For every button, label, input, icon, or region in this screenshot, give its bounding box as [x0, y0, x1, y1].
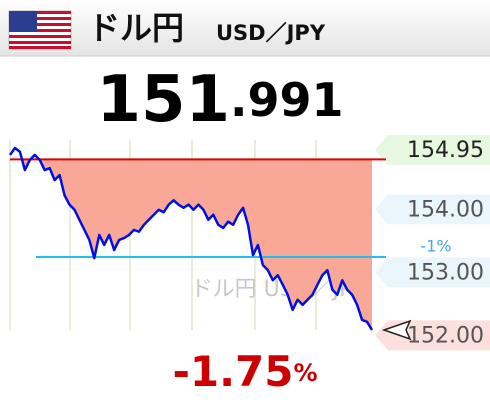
y-tick-label: 153.00: [407, 260, 484, 285]
change-value: -1.75: [172, 347, 293, 396]
y-tick-label: 154.00: [407, 197, 484, 222]
price: 151.991: [96, 63, 343, 137]
change: -1.75%: [172, 347, 317, 396]
price-fraction: .991: [230, 73, 344, 127]
current-marker: [381, 319, 412, 341]
flag: [8, 10, 72, 50]
y-tick-label: 154.95: [407, 138, 484, 163]
price-integer: 151: [96, 63, 230, 137]
tick-label-bg: [375, 194, 490, 225]
y-tick-label: 152.00: [407, 323, 484, 348]
change-unit: %: [294, 359, 318, 387]
tick-label-bg: [375, 257, 490, 288]
header-bar: [0, 0, 490, 56]
header-pair: USD／JPY: [216, 21, 326, 45]
threshold-label: -1%: [420, 236, 451, 255]
tick-label-bg: [375, 135, 490, 165]
price-line: [8, 146, 374, 331]
header-title: ドル円: [88, 9, 184, 47]
